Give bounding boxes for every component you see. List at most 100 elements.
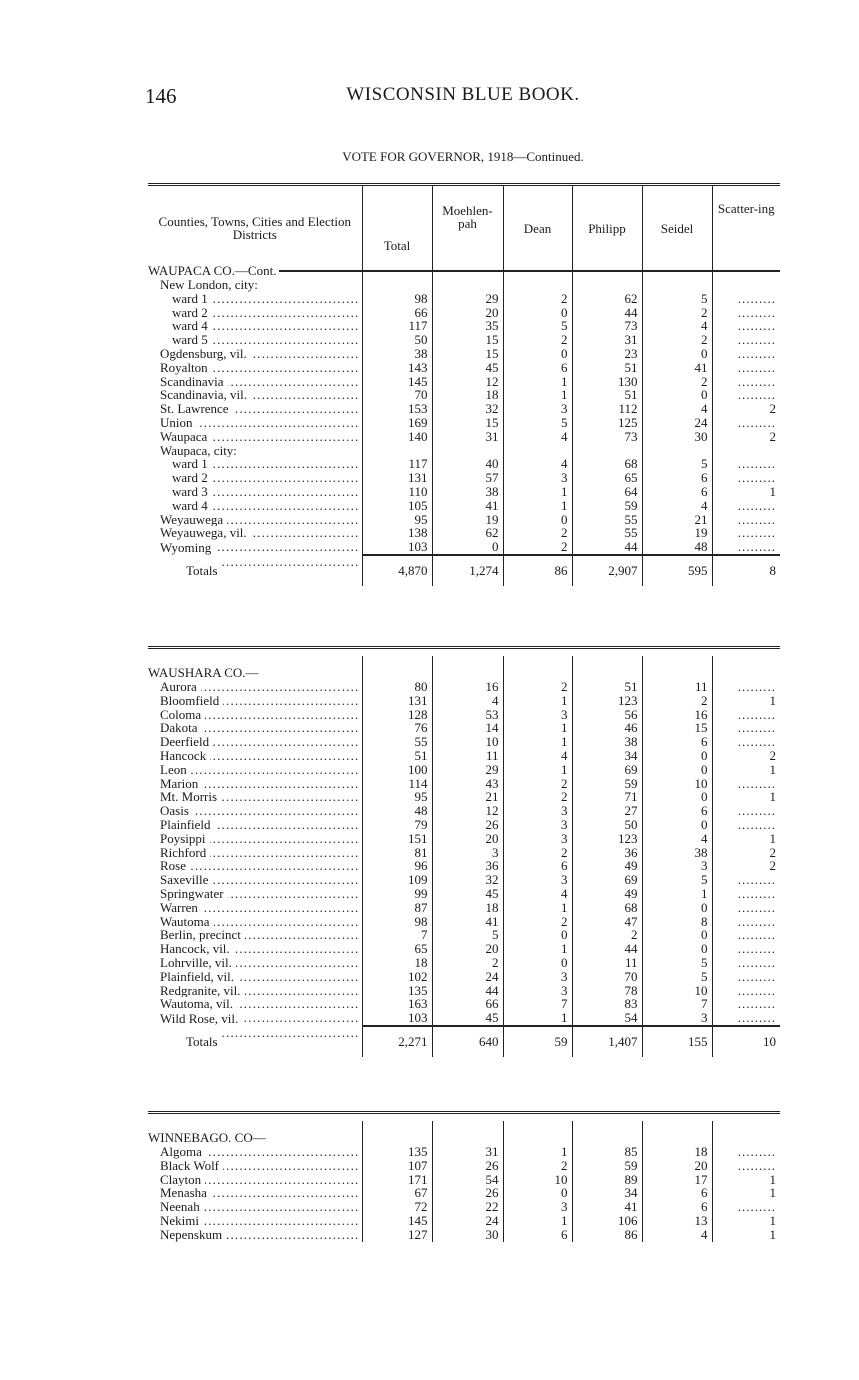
vote-cell: 24 bbox=[431, 1214, 503, 1228]
table-row: Marion1144325910 bbox=[148, 776, 780, 791]
vote-cell: 0 bbox=[641, 928, 712, 943]
vote-cell: 70 bbox=[361, 388, 432, 403]
vote-cell: 72 bbox=[361, 1200, 432, 1214]
vote-cell: 76 bbox=[361, 721, 432, 736]
county-heading: WAUSHARA CO.— bbox=[148, 666, 362, 680]
vote-cell: 26 bbox=[431, 1158, 503, 1173]
table-row: Poysippi15120312341 bbox=[148, 831, 780, 846]
vote-cell: 11 bbox=[571, 956, 642, 970]
table-row: Coloma1285335616 bbox=[148, 707, 780, 722]
vote-cell: 56 bbox=[571, 707, 642, 722]
vote-cell: 55 bbox=[571, 526, 642, 541]
vote-cell: 2 bbox=[711, 402, 780, 416]
vote-cell: 2 bbox=[502, 776, 572, 791]
vote-cell: 98 bbox=[361, 914, 432, 929]
vote-cell: 51 bbox=[361, 749, 432, 763]
vote-cell: 4 bbox=[641, 498, 712, 513]
vote-cell: 32 bbox=[431, 402, 503, 416]
vote-cell: 125 bbox=[571, 416, 642, 430]
vote-cell: 128 bbox=[361, 707, 432, 722]
vote-cell: 1 bbox=[711, 1186, 780, 1201]
vote-cell: 4 bbox=[502, 429, 572, 444]
vote-cell: 21 bbox=[641, 512, 712, 527]
vote-cell: 1 bbox=[502, 942, 572, 956]
table-row: ward 2131573656 bbox=[148, 471, 780, 485]
empty-cell bbox=[711, 804, 780, 818]
vote-cell: 86 bbox=[571, 1227, 642, 1242]
vote-cell: 103 bbox=[361, 1011, 432, 1026]
vote-cell: 45 bbox=[431, 1011, 503, 1026]
vote-cell: 131 bbox=[361, 693, 432, 708]
vote-cell: 3 bbox=[431, 845, 503, 860]
vote-cell: 54 bbox=[431, 1172, 503, 1187]
table-row: Neenah72223416 bbox=[148, 1200, 780, 1214]
empty-cell bbox=[711, 955, 780, 970]
vote-cell: 1 bbox=[502, 735, 572, 749]
vote-cell: 123 bbox=[571, 693, 642, 708]
vote-cell: 44 bbox=[571, 540, 642, 555]
vote-cell: 45 bbox=[431, 887, 503, 901]
vote-cell: 6 bbox=[641, 1186, 712, 1201]
vote-cell: 5 bbox=[641, 291, 712, 306]
vote-cell: 0 bbox=[641, 749, 712, 763]
total-cell: 155 bbox=[641, 1024, 712, 1057]
district-label: Weyauwega bbox=[148, 512, 362, 527]
district-label: Royalton bbox=[148, 360, 362, 375]
empty-cell bbox=[711, 319, 780, 334]
table-row: ward 31103816461 bbox=[148, 485, 780, 499]
vote-cell: 36 bbox=[571, 845, 642, 860]
table-row: ward 4105411594 bbox=[148, 498, 780, 513]
empty-cell bbox=[711, 415, 780, 430]
total-cell: 10 bbox=[711, 1024, 780, 1057]
vote-cell: 3 bbox=[502, 402, 572, 416]
vote-cell: 38 bbox=[361, 347, 432, 361]
vote-cell: 12 bbox=[431, 804, 503, 818]
vote-cell: 51 bbox=[571, 360, 642, 375]
vote-cell: 1 bbox=[502, 762, 572, 777]
book-title: WISCONSIN BLUE BOOK. bbox=[346, 84, 580, 105]
vote-cell: 2 bbox=[502, 680, 572, 694]
vote-cell: 143 bbox=[361, 360, 432, 375]
table-row: ward 198292625 bbox=[148, 291, 780, 306]
table-row: Rose963664932 bbox=[148, 859, 780, 874]
table-row: Clayton171541089171 bbox=[148, 1172, 780, 1187]
vote-cell: 1 bbox=[711, 1214, 780, 1228]
vote-cell: 135 bbox=[361, 1145, 432, 1159]
vote-cell: 35 bbox=[431, 319, 503, 334]
vote-cell: 2 bbox=[711, 845, 780, 860]
vote-cell: 171 bbox=[361, 1172, 432, 1187]
vote-cell: 131 bbox=[361, 471, 432, 485]
vote-cell: 8 bbox=[641, 914, 712, 929]
vote-cell: 153 bbox=[361, 402, 432, 416]
vote-cell: 0 bbox=[502, 956, 572, 970]
total-cell: 595 bbox=[641, 553, 712, 586]
vote-cell: 69 bbox=[571, 762, 642, 777]
empty-cell bbox=[711, 900, 780, 915]
vote-cell: 85 bbox=[571, 1145, 642, 1159]
table-row: Wautoma98412478 bbox=[148, 914, 780, 929]
vote-cell: 48 bbox=[361, 804, 432, 818]
vote-cell: 44 bbox=[571, 305, 642, 320]
vote-cell: 51 bbox=[571, 388, 642, 403]
vote-cell: 10 bbox=[502, 1172, 572, 1187]
table-row: Union16915512524 bbox=[148, 416, 780, 430]
vote-cell: 2 bbox=[502, 540, 572, 555]
vote-cell: 1 bbox=[711, 1227, 780, 1242]
table-row: Saxeville109323695 bbox=[148, 873, 780, 887]
vote-cell: 2 bbox=[502, 291, 572, 306]
total-cell: 1,407 bbox=[571, 1024, 642, 1057]
vote-cell: 38 bbox=[431, 485, 503, 499]
table-row: Dakota761414615 bbox=[148, 721, 780, 736]
vote-cell: 0 bbox=[502, 347, 572, 361]
vote-cell: 3 bbox=[502, 471, 572, 485]
vote-cell: 70 bbox=[571, 969, 642, 984]
table-row: Richford813236382 bbox=[148, 845, 780, 860]
vote-cell: 41 bbox=[571, 1200, 642, 1214]
vote-cell: 29 bbox=[431, 762, 503, 777]
vote-cell: 32 bbox=[431, 873, 503, 887]
